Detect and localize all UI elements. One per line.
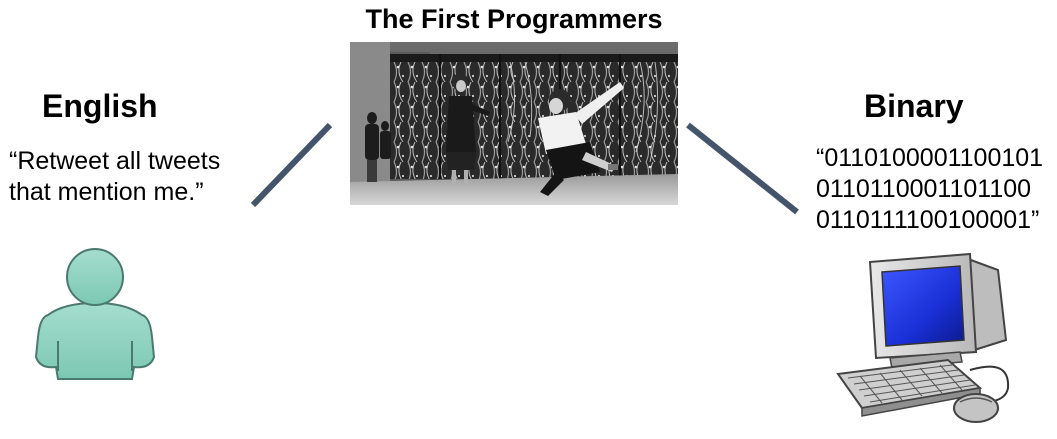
right-connector-line — [686, 122, 799, 215]
person-icon — [34, 248, 156, 380]
binary-quote: “0110100001100101 0110110001101100 01101… — [816, 143, 1043, 236]
computer-icon — [836, 252, 1010, 423]
binary-quote-line: 0110110001101100 — [816, 175, 1032, 203]
binary-quote-line: “0110100001100101 — [816, 144, 1044, 172]
english-quote-line: “Retweet all tweets — [9, 147, 221, 175]
left-connector-line — [250, 122, 333, 208]
diagram-title: The First Programmers — [365, 4, 663, 34]
english-quote-line: that mention me.” — [9, 178, 204, 206]
binary-quote-line: 0110111100100001” — [816, 206, 1040, 234]
eniac-programmers-photo — [350, 42, 678, 205]
english-heading: English — [42, 88, 158, 124]
english-quote: “Retweet all tweets that mention me.” — [9, 146, 220, 208]
binary-heading: Binary — [864, 88, 964, 124]
